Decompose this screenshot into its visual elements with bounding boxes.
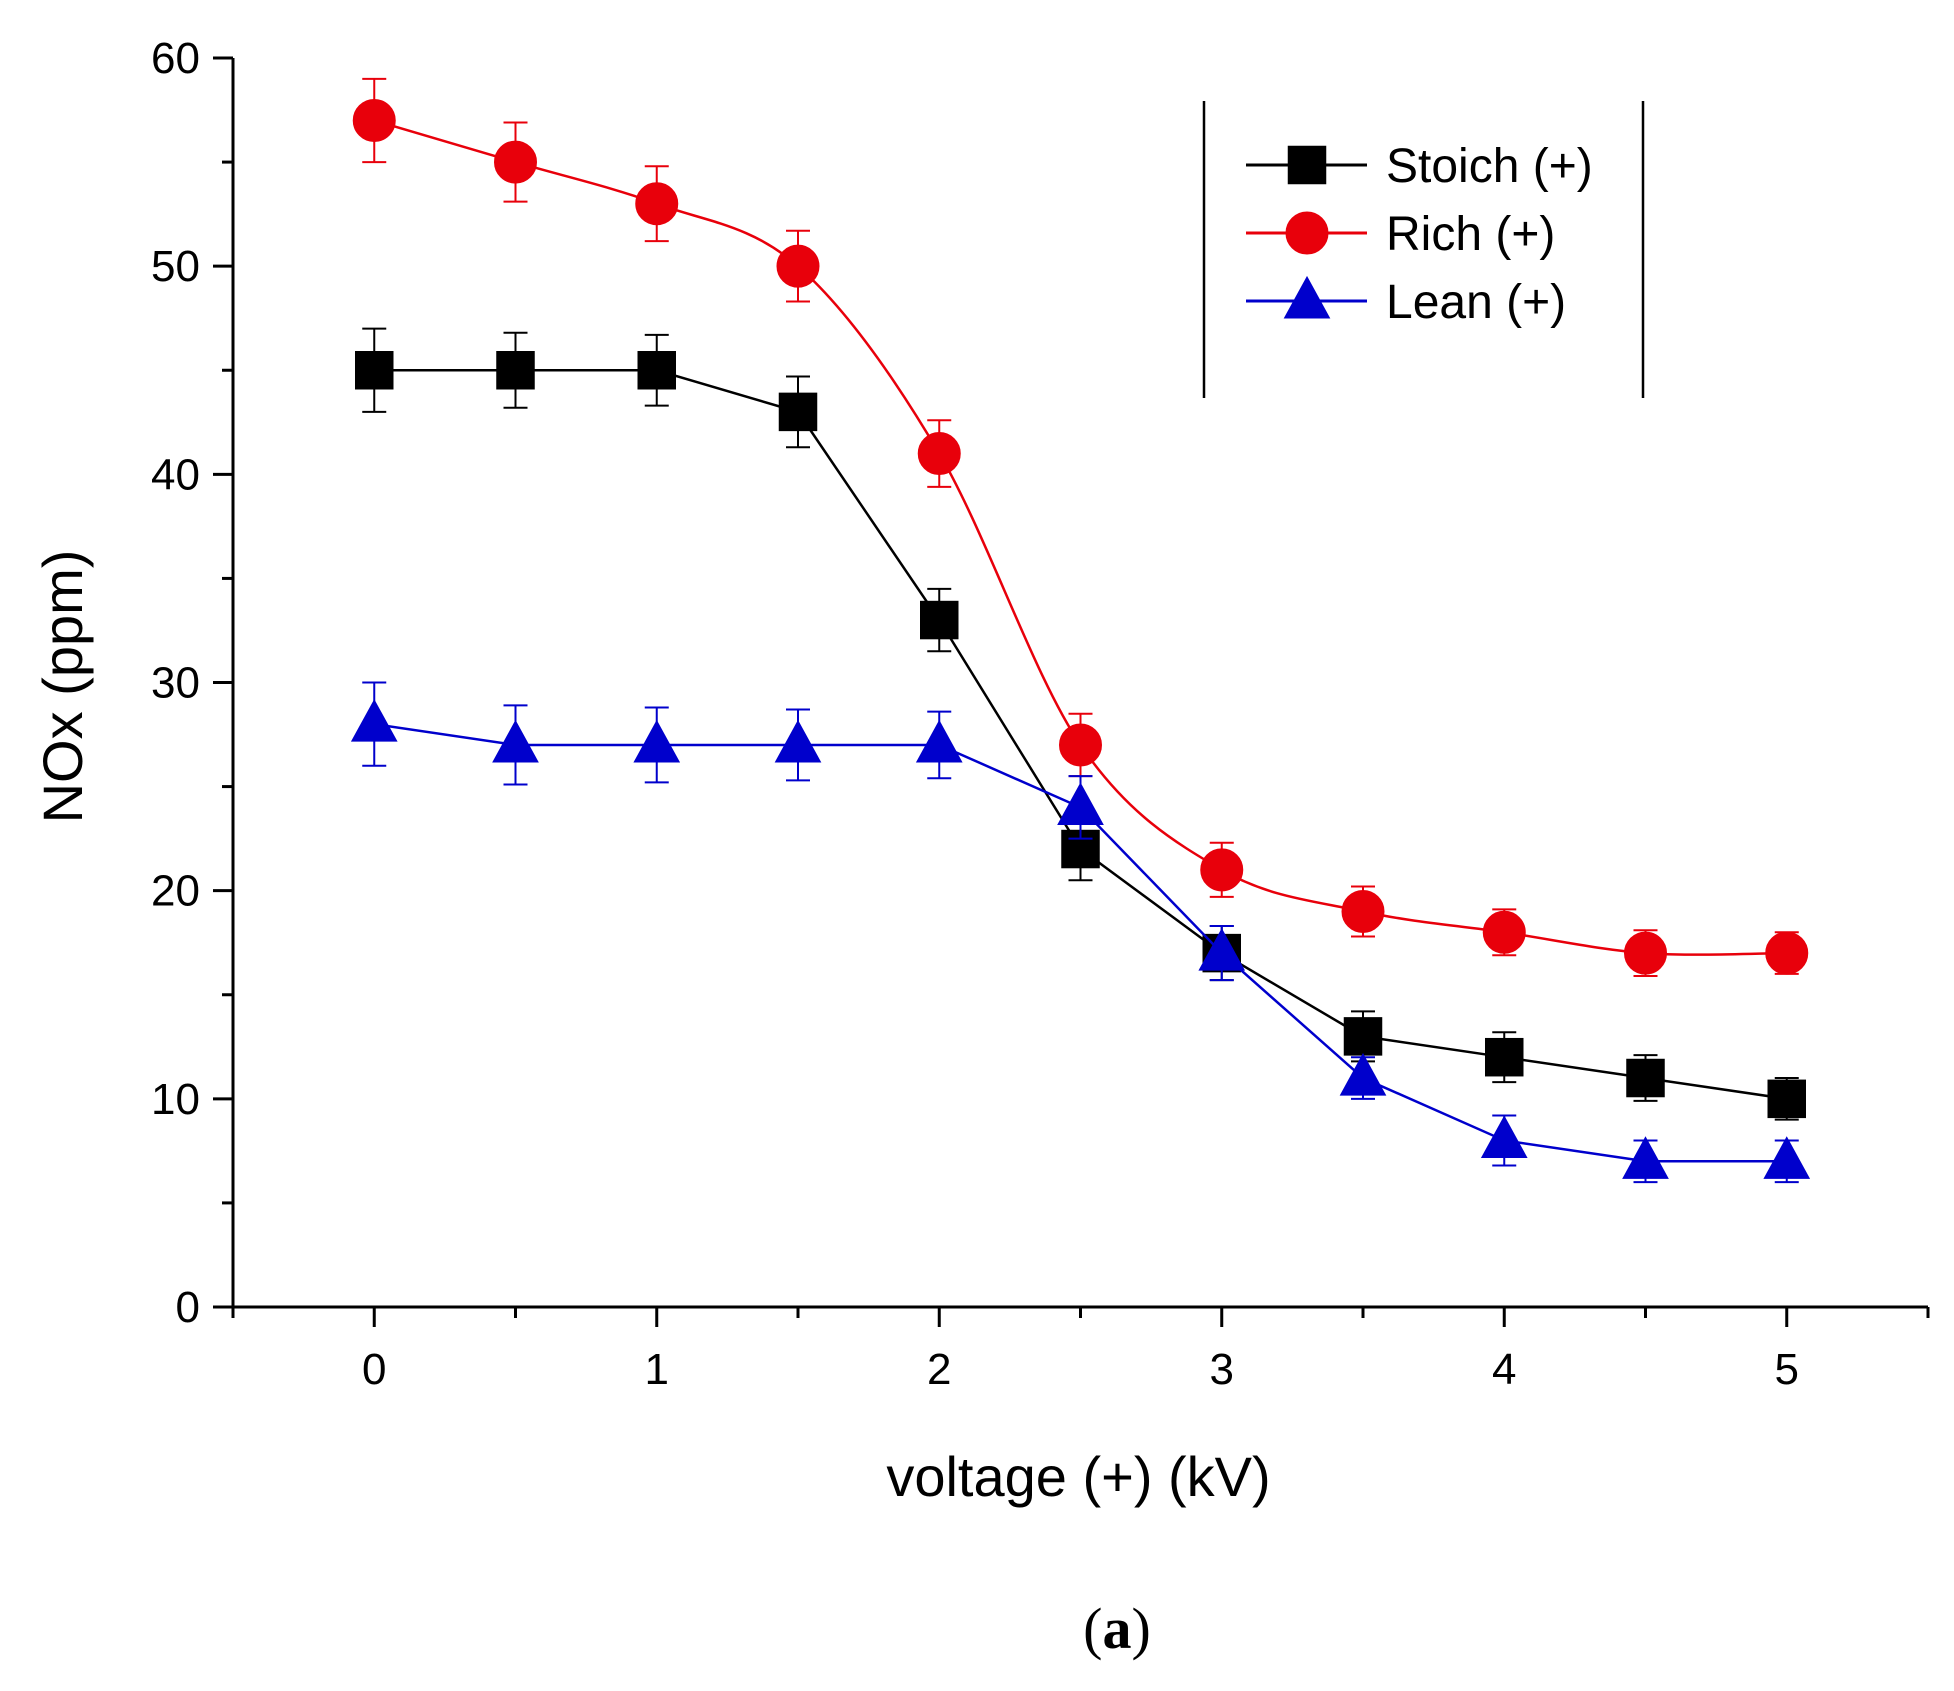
data-point (492, 719, 539, 763)
data-point (637, 351, 676, 390)
data-point (1341, 889, 1385, 933)
data-point (1057, 782, 1104, 825)
series-layer (350, 77, 1811, 1184)
axes: 0 10 20 30 40 50 60 0 1 2 3 4 5 (151, 34, 1930, 1394)
y-tick-label: 50 (151, 242, 200, 291)
panel-label-open: ( (1083, 1596, 1102, 1661)
series-stoich (355, 327, 1806, 1121)
legend-label: Stoich (+) (1386, 140, 1593, 193)
y-tick-labels: 0 10 20 30 40 50 60 (151, 34, 200, 1332)
data-point (778, 392, 818, 432)
x-ticks (231, 1307, 1930, 1327)
data-point (920, 600, 959, 640)
y-tick-label: 30 (151, 659, 200, 708)
x-tick-label: 3 (1210, 1345, 1234, 1394)
data-point (350, 699, 398, 742)
data-point (635, 182, 679, 226)
series-lean (350, 681, 1811, 1184)
legend-marker (1285, 211, 1329, 255)
data-point (1626, 1058, 1665, 1098)
data-point (917, 432, 961, 476)
x-tick-label: 2 (927, 1345, 951, 1394)
data-point (1343, 1017, 1383, 1056)
x-tick-label: 4 (1492, 1345, 1516, 1394)
y-tick-label: 20 (151, 867, 200, 916)
data-point (633, 719, 681, 763)
legend-label: Lean (+) (1386, 276, 1566, 329)
data-point (1482, 910, 1526, 954)
data-point (1485, 1037, 1524, 1077)
x-tick-label: 5 (1775, 1345, 1799, 1394)
legend-label: Rich (+) (1386, 208, 1555, 261)
data-point (496, 351, 535, 390)
legend-marker (1287, 145, 1327, 185)
data-point (1763, 1136, 1811, 1179)
data-point (1059, 723, 1102, 767)
legend-entries: Stoich (+) Rich (+) Lean (+) (1246, 140, 1593, 329)
data-point (352, 98, 396, 142)
y-tick-label: 10 (151, 1075, 200, 1124)
data-point (494, 140, 537, 184)
x-tick-labels: 0 1 2 3 4 5 (362, 1345, 1799, 1394)
y-ticks (213, 56, 233, 1309)
data-point (1622, 1136, 1669, 1179)
data-point (1624, 931, 1667, 975)
x-tick-label: 0 (362, 1345, 386, 1394)
y-axis-title: NOx (ppm) (31, 550, 94, 824)
data-point (1198, 928, 1246, 971)
panel-label-letter: a (1103, 1596, 1132, 1661)
panel-label: (a) (1083, 1596, 1151, 1661)
y-tick-label: 60 (151, 34, 200, 83)
legend-entry: Lean (+) (1246, 275, 1566, 329)
data-point (1200, 848, 1244, 892)
legend: Stoich (+) Rich (+) Lean (+) (1202, 101, 1645, 398)
legend-entry: Rich (+) (1246, 208, 1555, 261)
data-point (915, 719, 963, 763)
data-point (776, 244, 820, 288)
markers-rich (352, 98, 1809, 975)
markers-lean (350, 699, 1811, 1179)
panel-label-close: ) (1132, 1596, 1151, 1661)
y-tick-label: 0 (176, 1283, 200, 1332)
legend-entry: Stoich (+) (1246, 140, 1593, 193)
data-point (1765, 931, 1809, 975)
data-point (355, 351, 394, 390)
data-point (774, 719, 822, 763)
series-rich (352, 77, 1809, 978)
legend-marker (1283, 275, 1331, 319)
data-point (1767, 1079, 1806, 1119)
data-point (1480, 1115, 1528, 1159)
markers-stoich (355, 351, 1806, 1119)
x-axis-title: voltage (+) (kV) (886, 1445, 1270, 1508)
data-point (1339, 1052, 1387, 1096)
y-tick-label: 40 (151, 450, 200, 499)
x-tick-label: 1 (645, 1345, 669, 1394)
